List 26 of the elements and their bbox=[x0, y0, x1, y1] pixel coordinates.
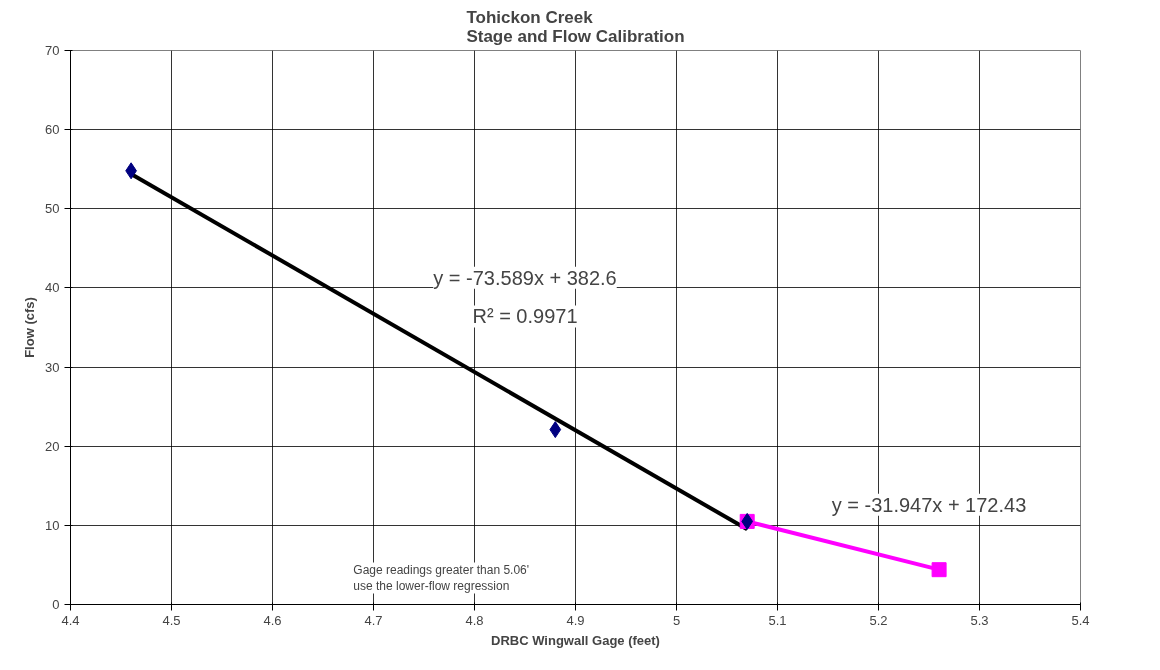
x-tick-label: 5.3 bbox=[970, 612, 989, 628]
y-tick-label: 50 bbox=[45, 201, 60, 217]
y-tick-label: 60 bbox=[45, 122, 60, 138]
x-tick-label: 4.4 bbox=[61, 612, 80, 628]
y-tick-label: 40 bbox=[45, 280, 60, 296]
y-tick-label: 30 bbox=[45, 359, 60, 375]
x-tick-label: 5.2 bbox=[869, 612, 888, 628]
x-tick-label: 4.5 bbox=[162, 612, 181, 628]
x-tick-label: 4.8 bbox=[465, 612, 484, 628]
x-tick-label: 4.7 bbox=[364, 612, 383, 628]
y-axis-title: Flow (cfs) bbox=[22, 297, 38, 358]
y-tick-label: 10 bbox=[45, 517, 60, 533]
annotation: Gage readings greater than 5.06' use the lower-flow regression bbox=[353, 562, 530, 594]
x-tick-label: 4.6 bbox=[263, 612, 282, 628]
annotation: y = -73.589x + 382.6 bbox=[433, 266, 617, 289]
x-tick-label: 5.4 bbox=[1071, 612, 1090, 628]
annotation: y = -31.947x + 172.43 bbox=[831, 493, 1027, 516]
x-axis-title: DRBC Wingwall Gage (feet) bbox=[491, 632, 660, 648]
y-tick-label: 70 bbox=[45, 43, 60, 58]
x-tick-label: 5.1 bbox=[768, 612, 787, 628]
x-tick-label: 4.9 bbox=[566, 612, 585, 628]
chart-title: Tohickon Creek Stage and Flow Calibration bbox=[466, 7, 685, 46]
annotation: R² = 0.9971 bbox=[472, 305, 578, 328]
x-tick-label: 5 bbox=[672, 612, 681, 628]
y-tick-label: 0 bbox=[52, 597, 60, 612]
y-tick-label: 20 bbox=[45, 438, 60, 454]
